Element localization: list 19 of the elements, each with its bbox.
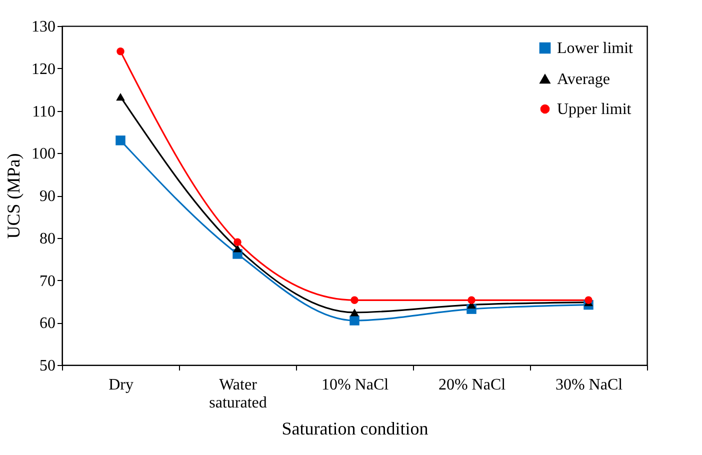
x-tick-label: 20% NaCl	[438, 376, 506, 394]
y-axis-title: UCS (MPa)	[4, 153, 24, 239]
y-tick-label: 70	[40, 272, 56, 290]
y-tick-label: 100	[32, 146, 56, 163]
x-axis-title: Saturation condition	[282, 418, 428, 438]
x-tick-label: 30% NaCl	[555, 376, 624, 394]
legend-label: Average	[557, 71, 610, 88]
y-tick-label: 120	[32, 60, 56, 78]
y-tick-label: 110	[32, 103, 56, 120]
y-tick-label: 130	[32, 18, 56, 36]
legend-label: Lower limit	[557, 40, 634, 57]
x-tick-label: 10% NaCl	[321, 376, 390, 394]
y-tick-label: 90	[40, 188, 56, 205]
legend-label: Upper limit	[557, 101, 632, 118]
y-tick-label: 80	[40, 230, 56, 248]
x-tick-label: Water saturated	[209, 376, 267, 412]
y-tick-label: 50	[40, 358, 56, 374]
y-tick-label: 60	[40, 315, 56, 332]
x-tick-label: Dry	[108, 376, 134, 394]
